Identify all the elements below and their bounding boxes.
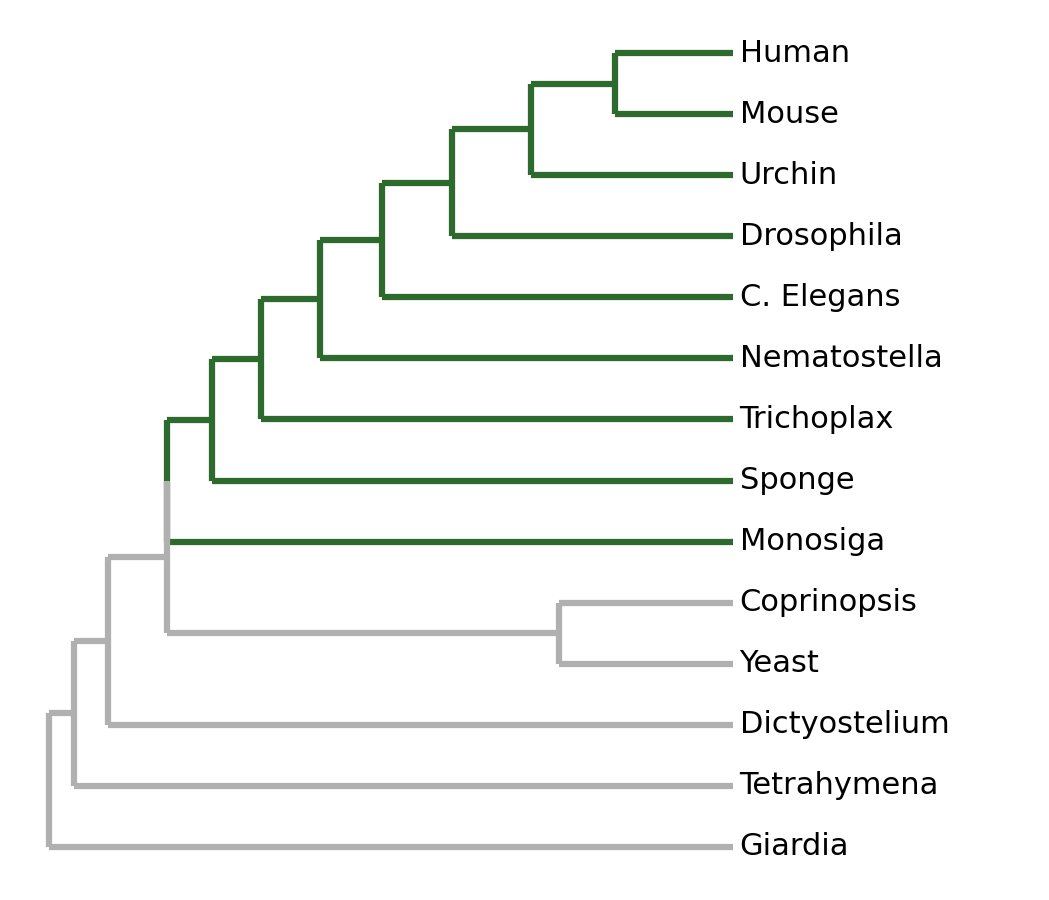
Text: Nematostella: Nematostella [740, 344, 942, 373]
Text: Dictyostelium: Dictyostelium [740, 710, 949, 739]
Text: Urchin: Urchin [740, 161, 838, 190]
Text: Coprinopsis: Coprinopsis [740, 589, 918, 617]
Text: Human: Human [740, 39, 850, 68]
Text: C. Elegans: C. Elegans [740, 283, 900, 311]
Text: Monosiga: Monosiga [740, 527, 884, 556]
Text: Trichoplax: Trichoplax [740, 405, 894, 434]
Text: Drosophila: Drosophila [740, 221, 902, 251]
Text: Mouse: Mouse [740, 100, 838, 129]
Text: Yeast: Yeast [740, 649, 819, 679]
Text: Tetrahymena: Tetrahymena [740, 771, 939, 800]
Text: Sponge: Sponge [740, 466, 854, 495]
Text: Giardia: Giardia [740, 832, 849, 861]
